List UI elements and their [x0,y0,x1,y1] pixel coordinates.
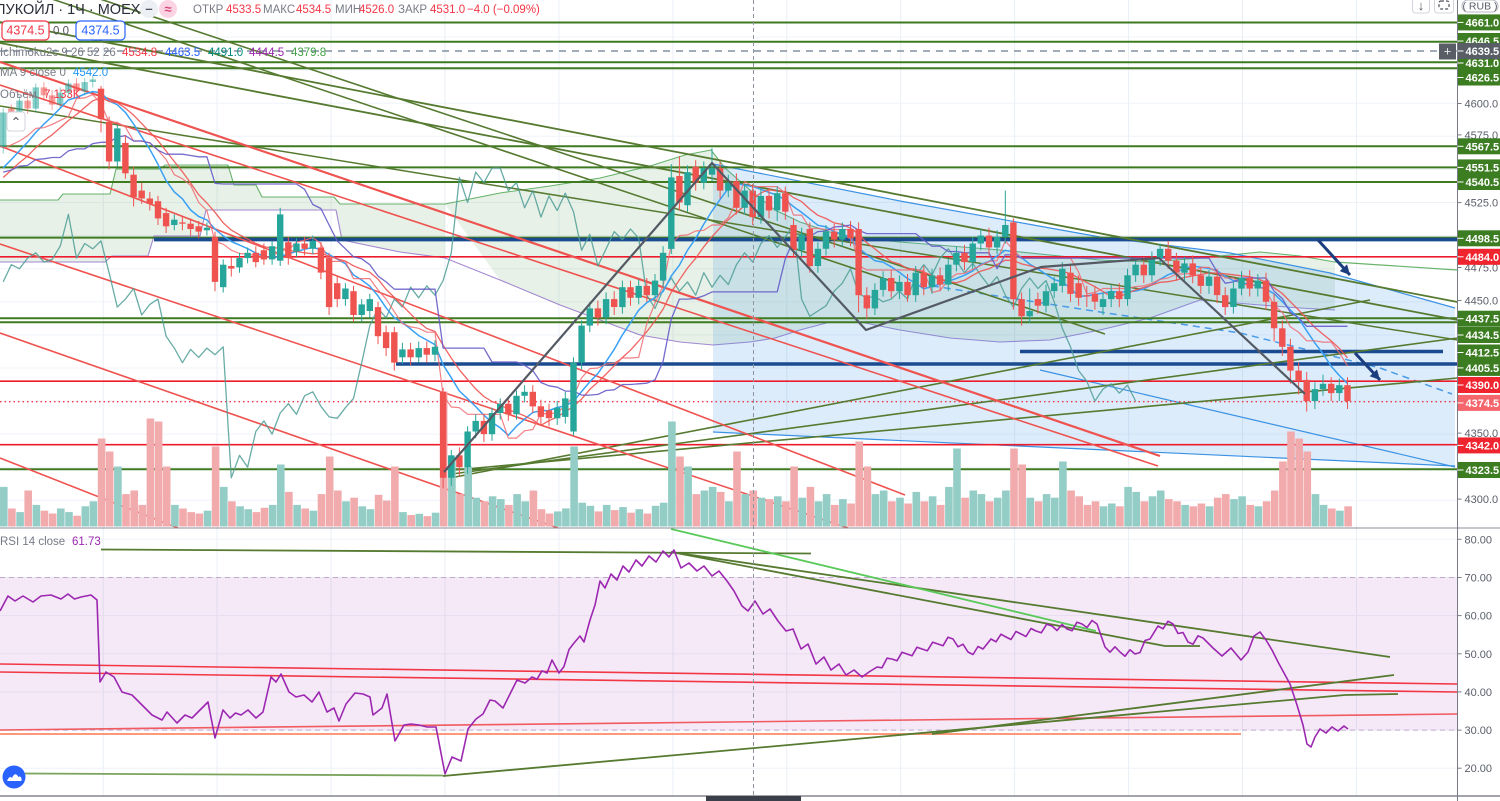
svg-text:70.00: 70.00 [1465,573,1493,585]
svg-text:+: + [1444,44,1452,59]
svg-text:Объём: Объём [0,89,37,101]
svg-text:4542.0: 4542.0 [73,67,108,79]
svg-text:ЗАКР: ЗАКР [398,4,427,16]
svg-text:4379.8: 4379.8 [291,47,326,59]
svg-text:–: – [145,1,152,16]
svg-text:4626.5: 4626.5 [1466,73,1500,85]
svg-text:4531.0: 4531.0 [430,4,465,16]
svg-text:4323.5: 4323.5 [1466,465,1500,477]
svg-text:4534.5: 4534.5 [296,4,331,16]
svg-text:4540.5: 4540.5 [1466,177,1500,189]
svg-text:20.00: 20.00 [1465,763,1493,775]
svg-text:0.0: 0.0 [53,26,69,38]
svg-text:4374.5: 4374.5 [6,24,44,38]
svg-text:4374.5: 4374.5 [81,24,119,38]
svg-text:4412.5: 4412.5 [1466,348,1500,360]
svg-text:60.00: 60.00 [1465,611,1493,623]
svg-text:50.00: 50.00 [1465,649,1493,661]
svg-text:ОТКР: ОТКР [193,4,224,16]
svg-text:⌃: ⌃ [11,115,22,130]
svg-text:MA 9 close 0: MA 9 close 0 [0,67,66,79]
svg-text:4534.8: 4534.8 [122,47,157,59]
svg-text:МАКС: МАКС [263,4,295,16]
svg-text:4450.0: 4450.0 [1465,296,1499,308]
svg-text:4444.5: 4444.5 [249,47,284,59]
svg-text:4567.5: 4567.5 [1466,141,1500,153]
svg-text:4342.0: 4342.0 [1466,440,1500,452]
svg-text:4300.0: 4300.0 [1465,494,1499,506]
svg-text:≈: ≈ [164,2,171,17]
svg-text:4437.5: 4437.5 [1466,314,1500,326]
svg-text:4533.5: 4533.5 [226,4,261,16]
svg-text:4463.5: 4463.5 [165,47,200,59]
svg-text:4390.0: 4390.0 [1466,380,1500,392]
svg-text:RSI 14 close: RSI 14 close [0,536,65,548]
svg-text:МИН: МИН [335,4,361,16]
svg-text:4600.0: 4600.0 [1465,99,1499,111]
svg-text:4434.5: 4434.5 [1466,330,1500,342]
svg-text:ЛУКОЙЛ · 1Ч · MOEX: ЛУКОЙЛ · 1Ч · MOEX [0,0,141,18]
svg-text:Ichimoku2c 9 26 52 26: Ichimoku2c 9 26 52 26 [0,47,116,59]
svg-text:4475.0: 4475.0 [1465,263,1499,275]
svg-text:4661.0: 4661.0 [1466,17,1500,29]
svg-text:4551.5: 4551.5 [1466,162,1500,174]
svg-text:4374.5: 4374.5 [1466,398,1500,410]
svg-text:4491.0: 4491.0 [208,47,243,59]
svg-text:40.00: 40.00 [1465,687,1493,699]
svg-text:4484.0: 4484.0 [1466,252,1500,264]
svg-text:4631.0: 4631.0 [1466,58,1500,70]
svg-text:4525.0: 4525.0 [1465,198,1499,210]
svg-text:4405.5: 4405.5 [1466,363,1500,375]
svg-text:7.133K: 7.133K [44,89,81,101]
svg-text:↓: ↓ [1418,0,1425,13]
svg-text:−4.0 (−0.09%): −4.0 (−0.09%) [467,4,540,16]
svg-text:4350.0: 4350.0 [1465,428,1499,440]
svg-text:30.00: 30.00 [1465,725,1493,737]
svg-text:61.73: 61.73 [72,536,101,548]
svg-text:4639.5: 4639.5 [1466,46,1500,58]
svg-text:4498.5: 4498.5 [1466,233,1500,245]
svg-text:4526.0: 4526.0 [359,4,394,16]
svg-text:80.00: 80.00 [1465,534,1493,546]
svg-text:( RUB ): ( RUB ) [1463,1,1498,13]
